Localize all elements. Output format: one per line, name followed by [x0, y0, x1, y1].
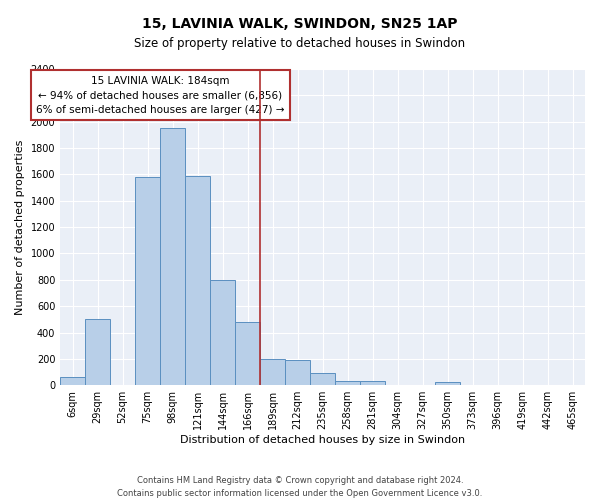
Text: Contains HM Land Registry data © Crown copyright and database right 2024.
Contai: Contains HM Land Registry data © Crown c…	[118, 476, 482, 498]
X-axis label: Distribution of detached houses by size in Swindon: Distribution of detached houses by size …	[180, 435, 465, 445]
Bar	[435, 382, 460, 385]
Bar	[285, 360, 310, 385]
Bar	[210, 280, 235, 385]
Bar	[260, 359, 285, 385]
Bar	[160, 128, 185, 385]
Bar	[60, 378, 85, 385]
Text: Size of property relative to detached houses in Swindon: Size of property relative to detached ho…	[134, 38, 466, 51]
Bar	[185, 176, 210, 385]
Bar	[335, 380, 360, 385]
Bar	[310, 374, 335, 385]
Y-axis label: Number of detached properties: Number of detached properties	[15, 140, 25, 315]
Text: 15 LAVINIA WALK: 184sqm
← 94% of detached houses are smaller (6,856)
6% of semi-: 15 LAVINIA WALK: 184sqm ← 94% of detache…	[36, 76, 284, 115]
Text: 15, LAVINIA WALK, SWINDON, SN25 1AP: 15, LAVINIA WALK, SWINDON, SN25 1AP	[142, 18, 458, 32]
Bar	[135, 177, 160, 385]
Bar	[235, 322, 260, 385]
Bar	[360, 382, 385, 385]
Bar	[85, 320, 110, 385]
